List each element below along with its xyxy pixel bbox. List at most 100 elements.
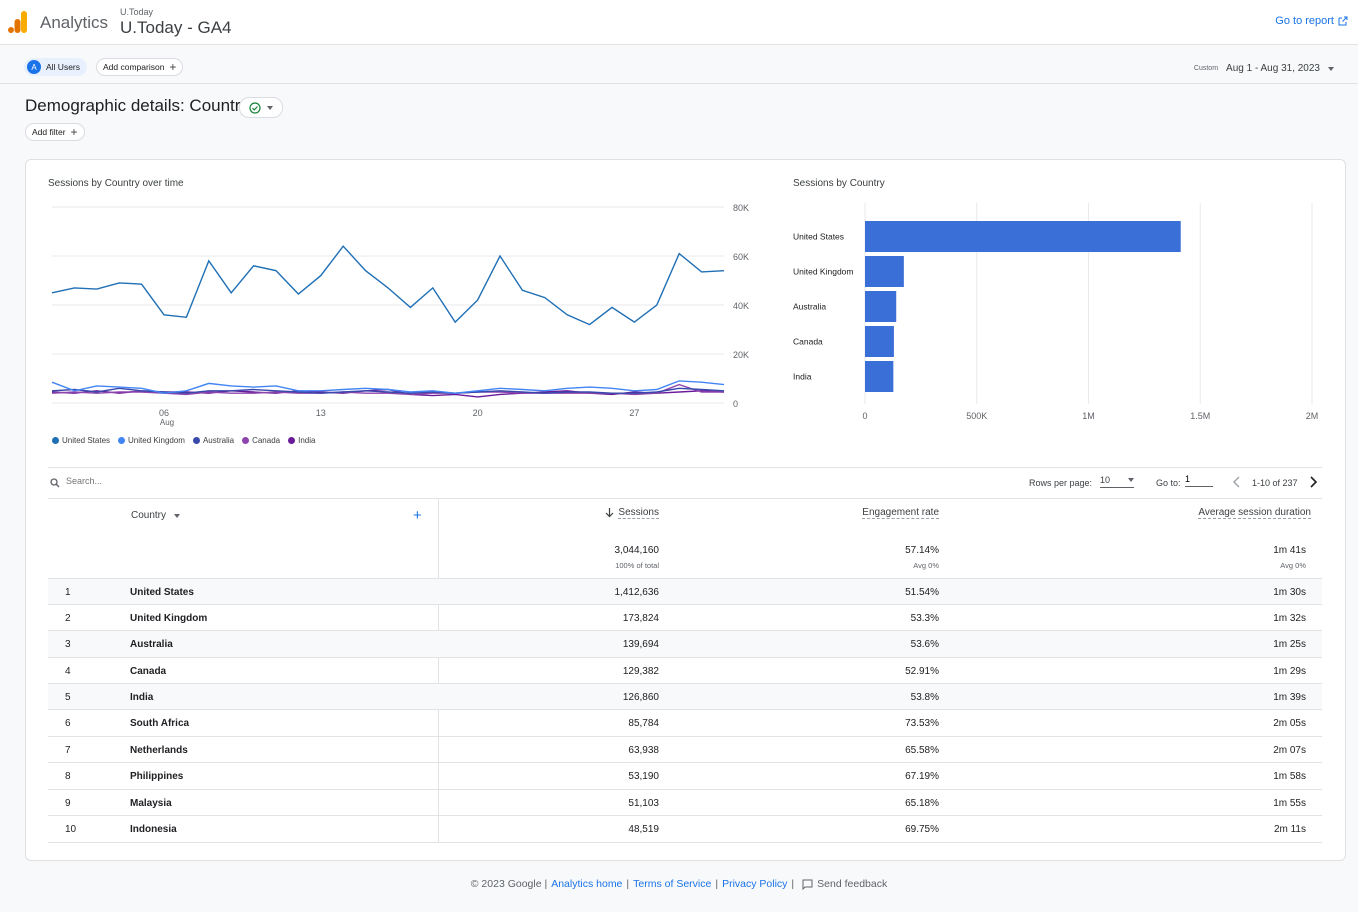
dimension-label: Country: [131, 510, 167, 521]
date-range-picker[interactable]: Custom Aug 1 - Aug 31, 2023: [1194, 63, 1334, 74]
sessions-total-sub: 100% of total: [615, 561, 659, 570]
search-input[interactable]: [64, 475, 268, 487]
country-cell: Indonesia: [130, 824, 177, 835]
legend-dot-icon: [242, 437, 250, 444]
legend-dot-icon: [288, 437, 296, 444]
legend-dot-icon: [192, 437, 200, 444]
report-status-button[interactable]: [239, 97, 283, 118]
feedback-icon: [802, 879, 813, 890]
sessions-cell: 53,190: [628, 771, 659, 782]
all-users-chip[interactable]: A All Users: [24, 58, 88, 76]
legend-item[interactable]: United States: [52, 436, 110, 445]
line-chart-title: Sessions by Country over time: [48, 178, 184, 189]
rows-per-page-value: 10: [1100, 475, 1111, 485]
sessions-cell: 129,382: [622, 666, 659, 677]
row-index: 1: [65, 587, 71, 598]
sessions-column-header[interactable]: Sessions: [605, 507, 659, 518]
country-cell: Malaysia: [130, 798, 172, 809]
chevron-down-icon: [267, 105, 273, 110]
sessions-cell: 139,694: [622, 639, 659, 650]
rows-per-page-label: Rows per page:: [1029, 478, 1093, 488]
dimension-column-header[interactable]: Country: [131, 510, 181, 521]
footer-divider: |: [715, 878, 719, 890]
duration-cell: 1m 55s: [1273, 798, 1306, 809]
table-row[interactable]: 5 India 126,860 53.8% 1m 39s: [48, 683, 1322, 710]
chevron-right-icon[interactable]: [1308, 476, 1318, 488]
property-name[interactable]: U.Today - GA4: [120, 18, 232, 37]
engagement-column-header[interactable]: Engagement rate: [862, 507, 939, 518]
engagement-total: 57.14%: [905, 545, 939, 556]
row-index: 9: [65, 798, 71, 809]
engagement-cell: 65.18%: [905, 798, 939, 809]
table-row[interactable]: 9 Malaysia 51,103 65.18% 1m 55s: [48, 789, 1322, 816]
send-feedback-link[interactable]: Send feedback: [817, 878, 888, 890]
check-circle-icon: [249, 101, 261, 114]
legend-item[interactable]: United Kingdom: [118, 436, 185, 445]
app-name[interactable]: Analytics: [40, 13, 109, 32]
chevron-down-icon: [1128, 478, 1134, 482]
footer-divider: |: [626, 878, 630, 890]
legend-item[interactable]: India: [288, 436, 315, 445]
page-title: Demographic details: Country: [25, 96, 249, 115]
legend-label: United Kingdom: [128, 436, 185, 445]
duration-cell: 1m 32s: [1273, 613, 1306, 624]
add-filter-button[interactable]: Add filter +: [25, 123, 85, 141]
country-cell: Australia: [130, 639, 173, 650]
rows-per-page-select[interactable]: 10: [1100, 475, 1134, 488]
legend-item[interactable]: Australia: [192, 436, 234, 445]
segment-avatar-icon: A: [27, 60, 41, 74]
engagement-cell: 53.3%: [910, 613, 939, 624]
country-cell: Philippines: [130, 771, 184, 782]
legend-label: United States: [62, 436, 111, 445]
table-row[interactable]: 2 United Kingdom 173,824 53.3% 1m 32s: [48, 604, 1322, 631]
legend-label: Canada: [252, 436, 281, 445]
date-range-value: Aug 1 - Aug 31, 2023: [1226, 63, 1320, 74]
duration-cell: 2m 07s: [1273, 745, 1306, 756]
duration-cell: 2m 11s: [1273, 824, 1306, 835]
privacy-link[interactable]: Privacy Policy: [722, 878, 788, 890]
country-cell: United States: [130, 587, 194, 598]
analytics-logo-icon[interactable]: [8, 11, 28, 33]
analytics-home-link[interactable]: Analytics home: [551, 878, 623, 890]
table-row[interactable]: 6 South Africa 85,784 73.53% 2m 05s: [48, 709, 1322, 736]
pagination-text: 1-10 of 237: [1252, 478, 1298, 488]
duration-cell: 1m 39s: [1273, 692, 1306, 703]
sessions-cell: 63,938: [628, 745, 659, 756]
table-row[interactable]: 4 Canada 129,382 52.91% 1m 29s: [48, 657, 1322, 684]
duration-column-header[interactable]: Average session duration: [1198, 507, 1311, 518]
duration-cell: 2m 05s: [1273, 718, 1306, 729]
sort-down-arrow-icon: [605, 507, 614, 517]
add-dimension-plus-icon[interactable]: +: [413, 507, 422, 524]
add-comparison-button[interactable]: Add comparison +: [96, 58, 184, 76]
sessions-cell: 1,412,636: [614, 587, 660, 598]
top-bar: Analytics U.Today U.Today - GA4 Go to re…: [0, 0, 1358, 45]
sessions-cell: 126,860: [622, 692, 659, 703]
duration-total-sub: Avg 0%: [1280, 561, 1306, 570]
row-index: 7: [65, 745, 71, 756]
table-row[interactable]: 3 Australia 139,694 53.6% 1m 25s: [48, 630, 1322, 657]
footer-divider: |: [791, 878, 795, 890]
legend-label: India: [298, 436, 316, 445]
table-row[interactable]: 7 Netherlands 63,938 65.58% 2m 07s: [48, 736, 1322, 763]
engagement-cell: 51.54%: [905, 587, 939, 598]
comparison-bar: A All Users Add comparison + Custom Aug …: [0, 45, 1358, 84]
legend-dot-icon: [118, 437, 126, 444]
all-users-label: All Users: [46, 62, 81, 72]
account-name[interactable]: U.Today: [120, 7, 154, 17]
chevron-left-icon[interactable]: [1232, 476, 1242, 488]
go-to-report-link[interactable]: Go to report: [1275, 15, 1348, 27]
row-index: 8: [65, 771, 71, 782]
legend-item[interactable]: Canada: [242, 436, 280, 445]
goto-page-input[interactable]: [1185, 474, 1213, 487]
table-row[interactable]: 10 Indonesia 48,519 69.75% 2m 11s: [48, 815, 1322, 843]
engagement-cell: 53.6%: [910, 639, 939, 650]
engagement-cell: 73.53%: [905, 718, 939, 729]
sessions-header-label: Sessions: [618, 507, 659, 518]
bar-chart-title: Sessions by Country: [793, 178, 885, 189]
table-row[interactable]: 8 Philippines 53,190 67.19% 1m 58s: [48, 762, 1322, 789]
sessions-cell: 173,824: [622, 613, 659, 624]
duration-header-label: Average session duration: [1198, 507, 1311, 518]
sessions-total: 3,044,160: [614, 545, 660, 556]
table-row[interactable]: 1 United States 1,412,636 51.54% 1m 30s: [48, 578, 1322, 605]
terms-link[interactable]: Terms of Service: [633, 878, 712, 890]
